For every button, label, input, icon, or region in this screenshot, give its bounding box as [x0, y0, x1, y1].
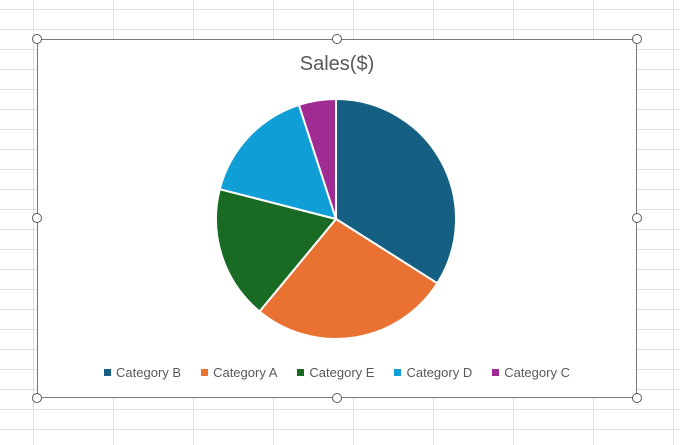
- resize-handle-right[interactable]: [632, 213, 642, 223]
- legend-swatch: [297, 369, 305, 376]
- pie-slice-category-e[interactable]: [215, 187, 338, 313]
- resize-handle-top-right[interactable]: [632, 34, 642, 44]
- legend-swatch: [201, 369, 209, 376]
- legend-item-category-d[interactable]: Category D: [394, 365, 472, 380]
- pie-slice-category-a[interactable]: [258, 217, 439, 340]
- resize-handle-top-left[interactable]: [32, 34, 42, 44]
- chart-legend[interactable]: Category B Category A Category E Category D…: [38, 365, 636, 380]
- chart-title[interactable]: Sales($): [299, 53, 375, 75]
- pie-slice-category-d[interactable]: [218, 103, 338, 221]
- legend-item-category-e[interactable]: Category E: [297, 365, 374, 380]
- legend-item-category-a[interactable]: Category A: [201, 365, 277, 380]
- legend-swatch: [394, 369, 402, 376]
- legend-swatch: [104, 369, 112, 376]
- resize-handle-bottom-right[interactable]: [632, 393, 642, 403]
- pie-chart[interactable]: [38, 40, 638, 399]
- legend-label: Category E: [309, 365, 375, 380]
- resize-handle-left[interactable]: [32, 213, 42, 223]
- legend-label: Category C: [504, 365, 570, 380]
- pie-slice-category-c[interactable]: [297, 97, 337, 220]
- legend-item-category-c[interactable]: Category C: [492, 365, 570, 380]
- legend-item-category-b[interactable]: Category B: [104, 365, 181, 380]
- resize-handle-top[interactable]: [332, 34, 342, 44]
- legend-label: Category B: [116, 365, 182, 380]
- legend-label: Category D: [406, 365, 473, 380]
- resize-handle-bottom-left[interactable]: [32, 393, 42, 403]
- legend-label: Category A: [213, 365, 278, 380]
- legend-swatch: [492, 369, 500, 376]
- resize-handle-bottom[interactable]: [332, 393, 342, 403]
